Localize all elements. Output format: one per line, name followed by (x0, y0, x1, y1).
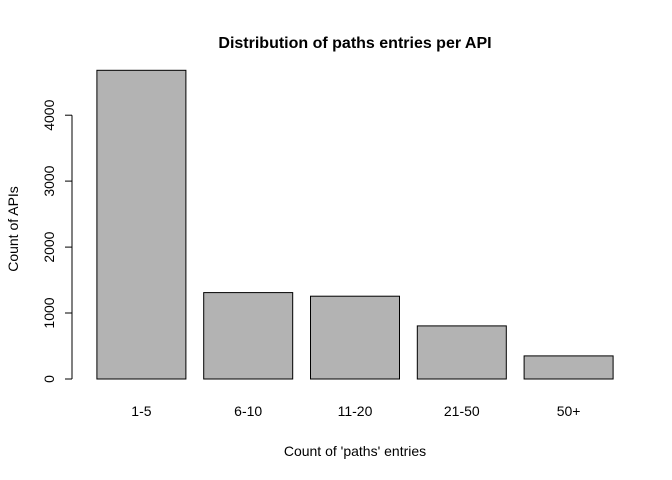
bar-50+ (523, 355, 614, 380)
bar-21-50 (416, 325, 507, 380)
y-tick-label: 3000 (41, 165, 57, 196)
x-axis-label: Count of 'paths' entries (284, 443, 426, 459)
bars-group (96, 69, 614, 380)
chart-title: Distribution of paths entries per API (218, 35, 491, 52)
y-axis-label: Count of APIs (5, 186, 21, 272)
y-axis: 0 1000 2000 3000 4000 (41, 99, 73, 383)
x-tick-label: 21-50 (444, 403, 480, 419)
x-tick-label: 1-5 (131, 403, 151, 419)
y-tick-label: 1000 (41, 297, 57, 328)
y-tick-label: 4000 (41, 99, 57, 130)
x-tick-label: 6-10 (234, 403, 262, 419)
bar-6-10 (203, 292, 294, 380)
x-axis-tick-labels: 1-5 6-10 11-20 21-50 50+ (131, 403, 580, 419)
y-tick-label: 0 (41, 375, 57, 383)
x-tick-label: 50+ (557, 403, 581, 419)
y-tick-label: 2000 (41, 231, 57, 262)
x-tick-label: 11-20 (338, 403, 373, 419)
bar-11-20 (310, 295, 400, 380)
bar-1-5 (96, 69, 187, 380)
